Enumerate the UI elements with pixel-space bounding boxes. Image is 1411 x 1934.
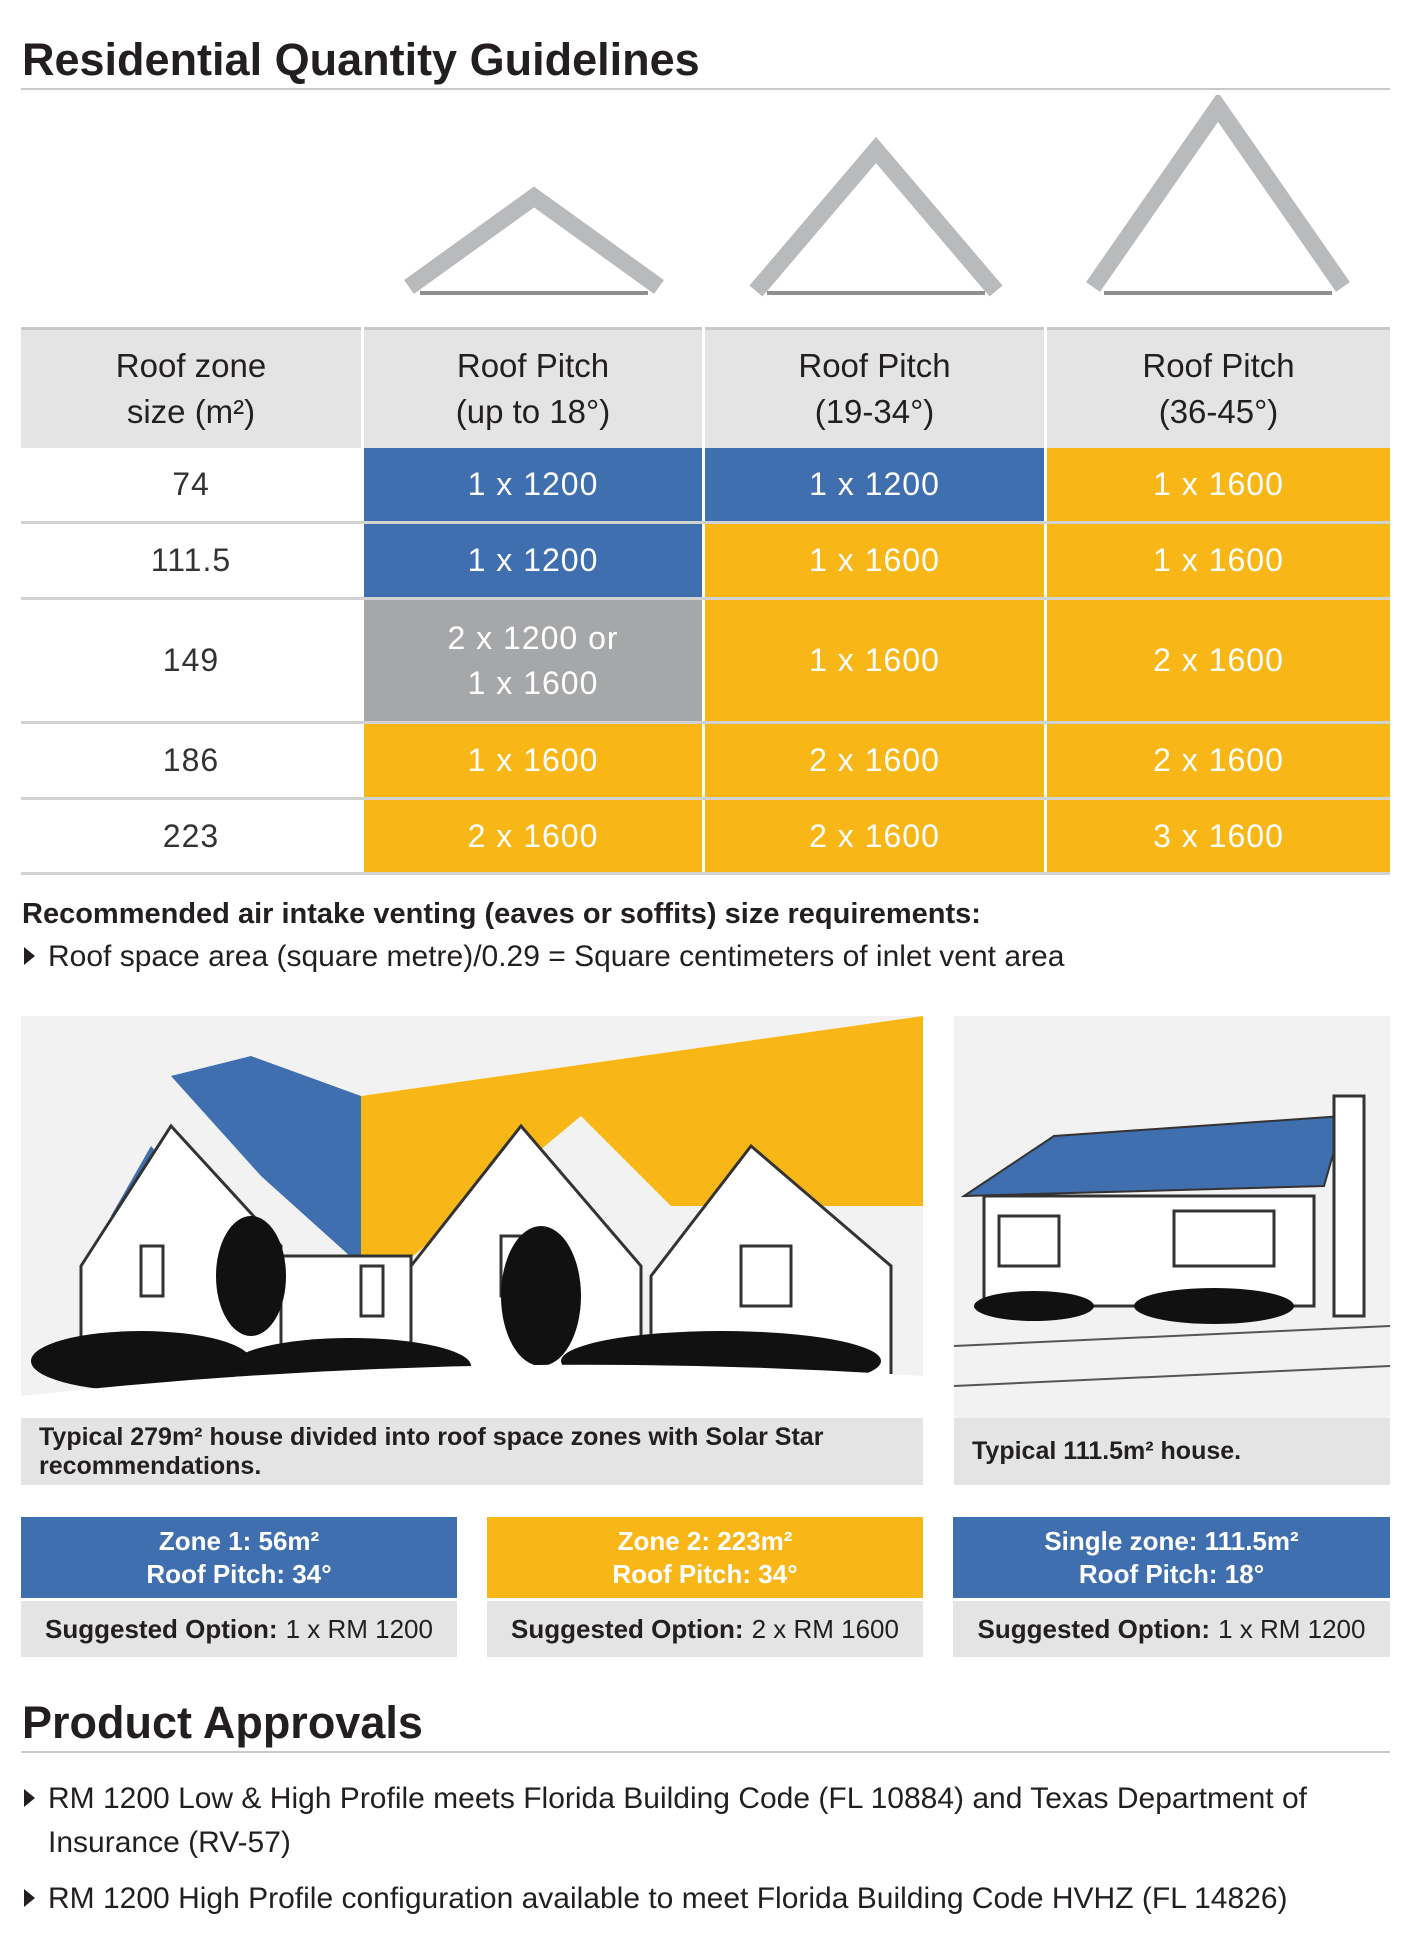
row-rule: [21, 521, 1390, 524]
value-cell: 1 x 1600: [1047, 448, 1390, 521]
option-label: Suggested Option:: [511, 1613, 744, 1644]
row-rule: [21, 872, 1390, 875]
zone-title: Zone 2: 223m²: [617, 1525, 793, 1556]
caption: Typical 111.5m² house.: [954, 1418, 1390, 1485]
row-rule: [21, 721, 1390, 724]
pitch-icons: [404, 95, 1350, 297]
value-cell: 2 x 1600: [364, 800, 702, 872]
size-cell: 223: [21, 800, 361, 872]
approval-bullet: RM 1200 Low & High Profile meets Florida…: [22, 1777, 1408, 1865]
size-cell: 74: [21, 448, 361, 521]
zone-header: Zone 2: 223m² Roof Pitch: 34°: [487, 1517, 923, 1598]
value-cell: 1 x 1600: [364, 724, 702, 797]
row-rule: [21, 597, 1390, 600]
value-cell: 1 x 1200: [705, 448, 1044, 521]
header-cell: Roof zone size (m²): [21, 327, 361, 448]
zone-option: Suggested Option: 1 x RM 1200: [21, 1601, 457, 1657]
zone-header: Zone 1: 56m² Roof Pitch: 34°: [21, 1517, 457, 1598]
option-value: 2 x RM 1600: [751, 1613, 899, 1644]
value-cell: 1 x 1200: [364, 448, 702, 521]
rule: [21, 1751, 1390, 1753]
value-cell: 3 x 1600: [1047, 800, 1390, 872]
row-rule: [21, 797, 1390, 800]
title: Residential Quantity Guidelines: [22, 34, 700, 85]
header-cell: Roof Pitch (up to 18°): [364, 327, 702, 448]
size-cell: 111.5: [21, 524, 361, 597]
zone-pitch: Roof Pitch: 18°: [1078, 1558, 1265, 1589]
option-value: 1 x RM 1200: [1218, 1613, 1366, 1644]
zone-header: Single zone: 111.5m² Roof Pitch: 18°: [953, 1517, 1390, 1598]
option-label: Suggested Option:: [45, 1613, 278, 1644]
caption: Typical 279m² house divided into roof sp…: [21, 1418, 923, 1485]
option-label: Suggested Option:: [977, 1613, 1211, 1644]
value-cell: 1 x 1200: [364, 524, 702, 597]
venting-heading: Recommended air intake venting (eaves or…: [22, 898, 981, 930]
value-cell: 2 x 1200 or 1 x 1600: [364, 600, 702, 721]
value-cell: 2 x 1600: [705, 800, 1044, 872]
house-large: [21, 1016, 923, 1418]
zone-title: Single zone: 111.5m²: [1044, 1525, 1299, 1556]
size-cell: 186: [21, 724, 361, 797]
header-cell: Roof Pitch (19-34°): [705, 327, 1044, 448]
value-cell: 2 x 1600: [705, 724, 1044, 797]
value-cell: 2 x 1600: [1047, 600, 1390, 721]
value-cell: 2 x 1600: [1047, 724, 1390, 797]
rule: [21, 88, 1390, 90]
house-small: [954, 1016, 1390, 1418]
value-cell: 1 x 1600: [1047, 524, 1390, 597]
approval-bullet: RM 1200 High Profile configuration avail…: [22, 1877, 1408, 1921]
value-cell: 1 x 1600: [705, 524, 1044, 597]
size-cell: 149: [21, 600, 361, 721]
zone-title: Zone 1: 56m²: [158, 1525, 320, 1556]
zone-pitch: Roof Pitch: 34°: [146, 1558, 332, 1589]
header-cell: Roof Pitch (36-45°): [1047, 327, 1390, 448]
zone-option: Suggested Option: 2 x RM 1600: [487, 1601, 923, 1657]
value-cell: 1 x 1600: [705, 600, 1044, 721]
option-value: 1 x RM 1200: [285, 1613, 433, 1644]
zone-option: Suggested Option: 1 x RM 1200: [953, 1601, 1390, 1657]
approvals-title: Product Approvals: [22, 1697, 423, 1748]
zone-pitch: Roof Pitch: 34°: [612, 1558, 798, 1589]
venting-bullet: Roof space area (square metre)/0.29 = Sq…: [22, 935, 1064, 979]
